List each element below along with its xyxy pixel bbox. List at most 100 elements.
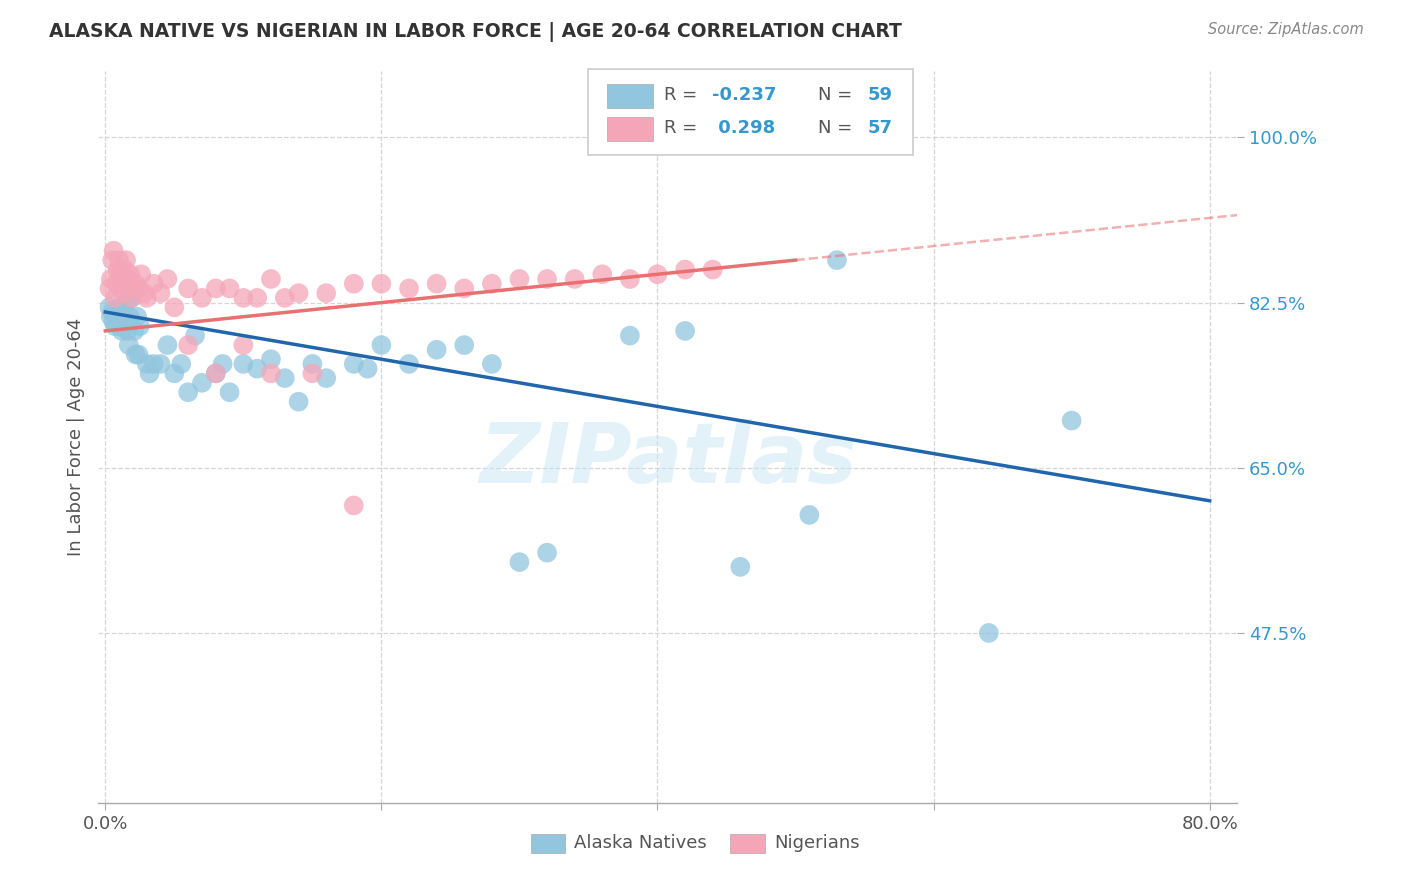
Point xyxy=(204,367,226,381)
Point xyxy=(177,385,200,400)
Point xyxy=(1060,413,1083,427)
Point xyxy=(107,302,129,317)
Point xyxy=(98,281,121,295)
Point xyxy=(156,272,179,286)
Point xyxy=(591,267,613,281)
Point xyxy=(426,277,449,291)
Point xyxy=(218,385,240,400)
Point xyxy=(211,357,233,371)
Point xyxy=(619,272,641,286)
Point xyxy=(301,367,323,381)
Point xyxy=(128,319,150,334)
Point xyxy=(453,338,475,352)
Point xyxy=(287,394,309,409)
Text: 57: 57 xyxy=(868,120,893,137)
Point xyxy=(117,324,139,338)
Point xyxy=(114,314,136,328)
Point xyxy=(156,338,179,352)
Point xyxy=(122,281,145,295)
Text: 0.298: 0.298 xyxy=(713,120,776,137)
Text: Alaska Natives: Alaska Natives xyxy=(575,834,707,852)
Point xyxy=(246,291,269,305)
Point xyxy=(673,262,696,277)
Point xyxy=(343,499,366,513)
Point xyxy=(564,272,586,286)
Point xyxy=(398,357,420,371)
FancyBboxPatch shape xyxy=(588,70,912,155)
Point xyxy=(315,286,337,301)
Point xyxy=(112,286,135,301)
Point xyxy=(127,281,149,295)
Point xyxy=(124,324,146,338)
Text: R =: R = xyxy=(665,120,703,137)
Point xyxy=(177,338,200,352)
Point xyxy=(122,286,145,301)
Point xyxy=(120,267,142,281)
Point xyxy=(129,267,152,281)
Point xyxy=(453,281,475,295)
Point xyxy=(260,272,283,286)
Point xyxy=(110,319,132,334)
Point xyxy=(508,272,530,286)
Point xyxy=(343,357,366,371)
Point xyxy=(125,277,148,291)
Point xyxy=(481,277,503,291)
Text: N =: N = xyxy=(818,87,858,104)
Point xyxy=(619,328,641,343)
Point xyxy=(120,310,142,324)
Point xyxy=(481,357,503,371)
Point xyxy=(232,338,254,352)
Point xyxy=(170,357,193,371)
Point xyxy=(135,357,157,371)
Point xyxy=(101,305,124,319)
Point xyxy=(191,376,214,390)
Point xyxy=(163,301,186,315)
Point xyxy=(191,291,214,305)
Point xyxy=(107,262,129,277)
Point xyxy=(149,357,172,371)
Point xyxy=(149,286,172,301)
Point xyxy=(121,291,143,305)
Point xyxy=(232,291,254,305)
Point xyxy=(104,319,127,334)
Point xyxy=(125,347,148,361)
Text: Nigerians: Nigerians xyxy=(773,834,859,852)
Point xyxy=(138,367,160,381)
Point xyxy=(260,352,283,367)
Point xyxy=(98,301,121,315)
Point xyxy=(118,338,141,352)
FancyBboxPatch shape xyxy=(607,117,652,141)
Point xyxy=(977,626,1000,640)
Point xyxy=(536,272,558,286)
Point xyxy=(110,267,132,281)
Point xyxy=(127,347,149,361)
Point xyxy=(125,310,148,324)
Point xyxy=(343,277,366,291)
Point xyxy=(111,277,134,291)
Point xyxy=(799,508,821,522)
Point xyxy=(301,357,323,371)
Point xyxy=(108,308,131,322)
Point xyxy=(508,555,530,569)
Point xyxy=(274,371,297,385)
Point xyxy=(673,324,696,338)
Point xyxy=(101,253,124,268)
Point xyxy=(135,291,157,305)
Text: Source: ZipAtlas.com: Source: ZipAtlas.com xyxy=(1208,22,1364,37)
Point xyxy=(274,291,297,305)
Text: 59: 59 xyxy=(868,87,893,104)
Point xyxy=(104,291,127,305)
Point xyxy=(204,281,226,295)
Point xyxy=(287,286,309,301)
Point xyxy=(218,281,240,295)
Point xyxy=(132,286,155,301)
Point xyxy=(115,295,138,310)
FancyBboxPatch shape xyxy=(731,833,765,853)
Point xyxy=(398,281,420,295)
Point xyxy=(177,281,200,295)
Point xyxy=(103,314,125,328)
Point xyxy=(370,277,392,291)
Point xyxy=(118,277,141,291)
Text: ALASKA NATIVE VS NIGERIAN IN LABOR FORCE | AGE 20-64 CORRELATION CHART: ALASKA NATIVE VS NIGERIAN IN LABOR FORCE… xyxy=(49,22,903,42)
Text: R =: R = xyxy=(665,87,703,104)
